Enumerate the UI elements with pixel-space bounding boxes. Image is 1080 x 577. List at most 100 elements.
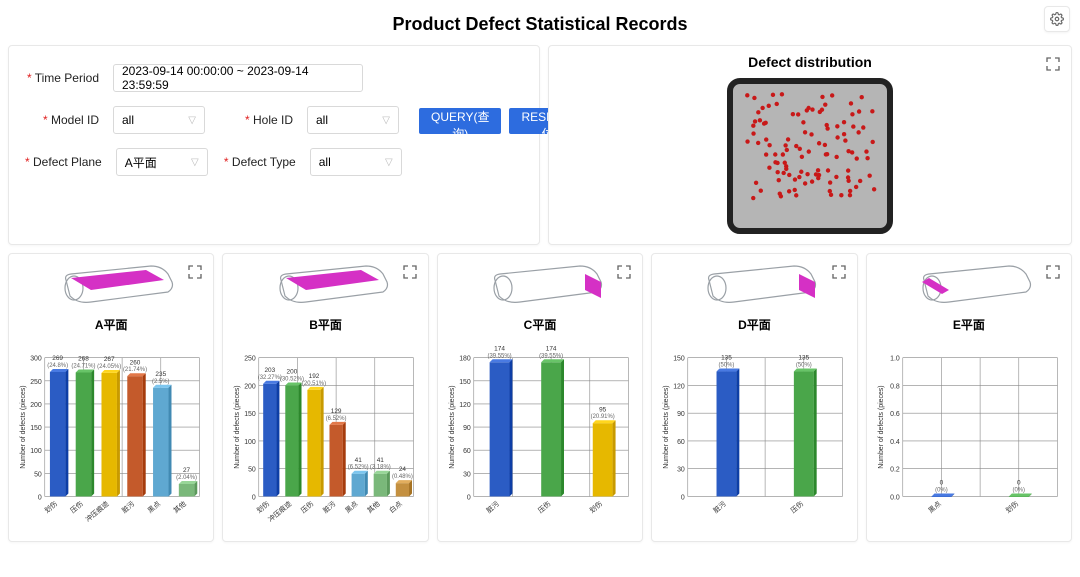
svg-text:冲压痕迹: 冲压痕迹 [267, 499, 294, 524]
svg-text:Number of defects (pieces): Number of defects (pieces) [234, 385, 241, 468]
svg-text:120: 120 [459, 402, 471, 409]
hole-id-label: Hole ID [219, 113, 293, 127]
query-button[interactable]: QUERY(查询) [419, 108, 501, 134]
svg-text:(21.74%): (21.74%) [123, 367, 147, 373]
svg-text:0.2: 0.2 [890, 467, 900, 474]
distribution-chart [705, 76, 915, 236]
svg-text:压伤: 压伤 [789, 499, 805, 515]
svg-text:0: 0 [939, 480, 943, 487]
model-id-label: Model ID [25, 113, 99, 127]
svg-text:压伤: 压伤 [68, 499, 84, 515]
time-period-label: Time Period [25, 71, 99, 85]
svg-text:(3.18%): (3.18%) [370, 465, 391, 471]
svg-text:174: 174 [494, 345, 505, 352]
svg-text:黑点: 黑点 [146, 500, 162, 515]
svg-text:压伤: 压伤 [299, 499, 315, 515]
chart-title: A平面 [95, 316, 128, 333]
svg-text:135: 135 [799, 355, 810, 362]
svg-text:0: 0 [1017, 480, 1021, 487]
svg-text:(39.55%): (39.55%) [487, 353, 511, 359]
svg-text:冲压痕迹: 冲压痕迹 [83, 499, 110, 524]
svg-text:50: 50 [34, 471, 42, 478]
svg-text:脏污: 脏污 [712, 499, 728, 515]
svg-text:(30.52%): (30.52%) [280, 376, 304, 382]
chevron-down-icon: ▽ [188, 115, 196, 126]
svg-text:268: 268 [78, 356, 89, 363]
svg-text:压伤: 压伤 [536, 499, 552, 515]
svg-text:0.6: 0.6 [890, 411, 900, 418]
svg-text:200: 200 [287, 369, 298, 376]
svg-text:划伤: 划伤 [43, 499, 59, 515]
chart-card: D平面0306090120150Number of defects (piece… [651, 253, 857, 542]
svg-text:100: 100 [30, 448, 42, 455]
chevron-down-icon: ▽ [191, 157, 199, 168]
page-title: Product Defect Statistical Records [0, 0, 1080, 45]
svg-text:27: 27 [183, 467, 191, 474]
plane-thumbnail [660, 260, 848, 314]
svg-text:135: 135 [721, 355, 732, 362]
svg-text:250: 250 [245, 356, 257, 363]
svg-text:203: 203 [265, 367, 276, 374]
svg-text:0.0: 0.0 [890, 494, 900, 501]
svg-text:其他: 其他 [366, 499, 382, 515]
svg-text:(32.27%): (32.27%) [258, 375, 282, 381]
svg-text:0: 0 [681, 494, 685, 501]
gear-icon [1050, 12, 1064, 26]
chart-card: E平面0.00.20.40.60.81.0Number of defects (… [866, 253, 1072, 542]
svg-text:脏污: 脏污 [321, 499, 337, 515]
svg-text:(24.71%): (24.71%) [71, 364, 95, 370]
defect-type-label: Defect Type [222, 155, 296, 169]
chart-title: D平面 [738, 316, 771, 333]
svg-text:0.8: 0.8 [890, 383, 900, 390]
svg-text:250: 250 [30, 379, 42, 386]
svg-text:(39.55%): (39.55%) [539, 353, 563, 359]
svg-text:192: 192 [309, 373, 320, 380]
svg-text:(20.51%): (20.51%) [302, 381, 326, 387]
bar-chart: 0306090120150180Number of defects (piece… [446, 335, 634, 535]
svg-text:(24.05%): (24.05%) [97, 364, 121, 370]
plane-thumbnail [17, 260, 205, 314]
svg-text:95: 95 [599, 406, 607, 413]
svg-text:30: 30 [677, 467, 685, 474]
svg-text:Number of defects (pieces): Number of defects (pieces) [20, 385, 27, 468]
chart-card: C平面0306090120150180Number of defects (pi… [437, 253, 643, 542]
svg-text:黑点: 黑点 [927, 500, 943, 515]
svg-text:300: 300 [30, 356, 42, 363]
svg-text:90: 90 [463, 425, 471, 432]
svg-text:0: 0 [252, 494, 256, 501]
svg-text:脏污: 脏污 [484, 499, 500, 515]
chart-title: C平面 [524, 316, 557, 333]
svg-text:200: 200 [30, 402, 42, 409]
svg-text:235: 235 [155, 371, 166, 378]
plane-thumbnail [875, 260, 1063, 314]
distribution-title: Defect distribution [748, 54, 872, 70]
bar-chart: 050100150200250Number of defects (pieces… [231, 335, 419, 535]
svg-text:0: 0 [467, 494, 471, 501]
time-period-input[interactable]: 2023-09-14 00:00:00 ~ 2023-09-14 23:59:5… [113, 64, 363, 92]
chart-title: E平面 [953, 316, 985, 333]
svg-text:50: 50 [248, 467, 256, 474]
expand-icon [1045, 56, 1061, 72]
model-id-select[interactable]: all▽ [113, 106, 205, 134]
svg-text:0.4: 0.4 [890, 439, 900, 446]
svg-text:1.0: 1.0 [890, 356, 900, 363]
svg-text:划伤: 划伤 [255, 499, 271, 515]
defect-type-select[interactable]: all▽ [310, 148, 402, 176]
settings-button[interactable] [1044, 6, 1070, 32]
svg-text:其他: 其他 [171, 499, 187, 515]
svg-text:150: 150 [459, 379, 471, 386]
svg-text:90: 90 [677, 411, 685, 418]
svg-text:30: 30 [463, 471, 471, 478]
defect-plane-select[interactable]: A平面▽ [116, 148, 208, 176]
svg-text:120: 120 [673, 383, 685, 390]
hole-id-select[interactable]: all▽ [307, 106, 399, 134]
svg-text:(2.5%): (2.5%) [152, 379, 170, 385]
svg-text:Number of defects (pieces): Number of defects (pieces) [663, 385, 670, 468]
distribution-panel: Defect distribution [548, 45, 1072, 245]
svg-text:Number of defects (pieces): Number of defects (pieces) [449, 385, 456, 468]
svg-text:24: 24 [399, 466, 407, 473]
svg-text:269: 269 [52, 355, 63, 362]
svg-text:(0%): (0%) [935, 488, 948, 494]
expand-button[interactable] [1045, 56, 1061, 72]
bar-chart: 0.00.20.40.60.81.0Number of defects (pie… [875, 335, 1063, 535]
